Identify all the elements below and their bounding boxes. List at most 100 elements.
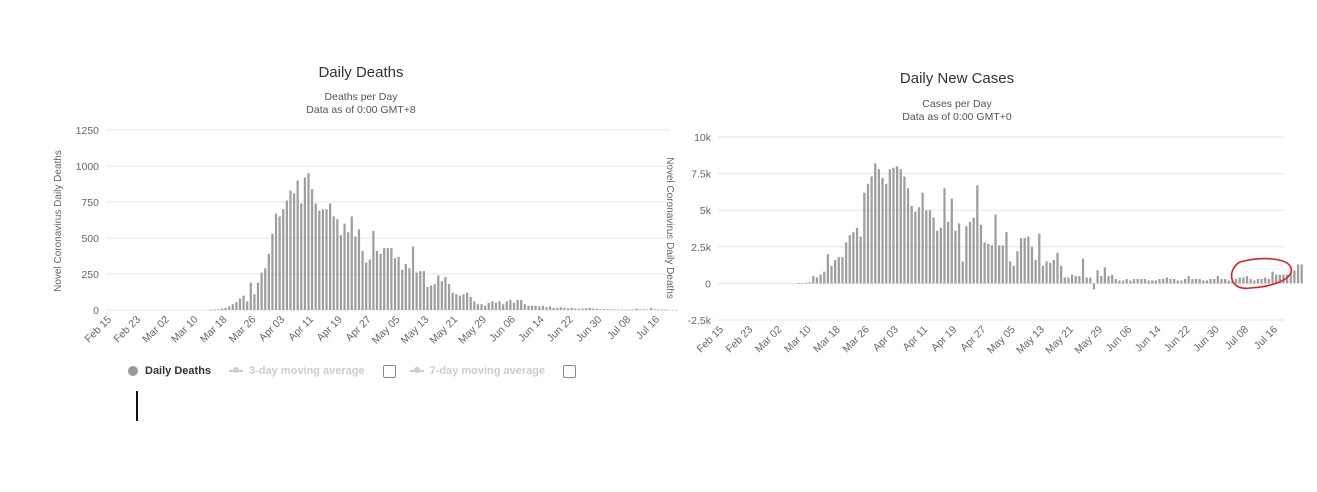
right-bar	[874, 163, 877, 284]
left-bar	[217, 309, 220, 310]
right-x-tick-label: Mar 18	[811, 324, 843, 356]
left-bar	[256, 282, 260, 310]
right-bar	[1034, 259, 1037, 284]
checkbox-7-day-average[interactable]	[563, 364, 577, 378]
left-x-tick-label: Jul 16	[634, 314, 662, 342]
right-bar	[1103, 267, 1107, 284]
right-bar	[888, 169, 891, 284]
right-bar	[1169, 279, 1172, 284]
left-y-tick-label: 250	[81, 269, 99, 281]
right-bar	[1209, 279, 1212, 284]
left-bar	[282, 209, 285, 310]
left-bar	[271, 233, 274, 310]
right-bar	[1180, 280, 1183, 284]
right-bar	[979, 224, 983, 284]
right-bar	[1172, 279, 1176, 284]
legend-3-day-average[interactable]: 3-day moving average	[229, 365, 365, 377]
right-chart-gridlines	[718, 136, 1284, 321]
left-x-tick-label: May 21	[427, 314, 460, 347]
right-bar	[1187, 276, 1190, 284]
left-bar	[660, 309, 663, 311]
left-bar	[480, 304, 483, 310]
right-bar	[1107, 276, 1110, 284]
left-bar	[552, 307, 555, 310]
right-bar	[1165, 277, 1168, 284]
left-bar	[213, 309, 216, 311]
right-bar	[866, 183, 870, 284]
right-bar	[1089, 277, 1092, 284]
right-bar	[936, 230, 939, 284]
left-x-tick-label: May 13	[399, 314, 432, 347]
checkbox-3-day-average[interactable]	[382, 364, 396, 378]
right-bar	[1183, 279, 1187, 284]
left-x-tick-label: Jun 30	[574, 314, 605, 345]
right-bar	[863, 192, 866, 284]
right-bar	[1194, 279, 1198, 284]
legend-7-day-average[interactable]: 7-day moving average	[409, 365, 545, 377]
right-bar	[1202, 280, 1205, 284]
left-bar	[548, 306, 552, 310]
right-bar	[837, 257, 840, 284]
right-bar	[1056, 252, 1059, 284]
right-x-tick-label: Feb 15	[695, 324, 727, 356]
left-bar	[224, 307, 227, 310]
right-bar	[1216, 276, 1219, 284]
right-bar	[1238, 277, 1241, 284]
right-bar	[812, 276, 815, 284]
left-bar	[484, 305, 487, 310]
right-bar	[939, 227, 942, 284]
left-bar	[538, 306, 541, 310]
right-bar	[1158, 279, 1161, 284]
right-bar	[1016, 251, 1019, 284]
left-bar	[642, 309, 645, 311]
right-y-tick-label: 7.5k	[691, 169, 712, 181]
right-bar	[844, 242, 848, 284]
right-bar	[1147, 280, 1150, 284]
left-bar	[329, 203, 332, 310]
text-cursor	[136, 391, 138, 421]
left-bar	[210, 309, 213, 311]
left-x-tick-label: May 29	[456, 314, 489, 347]
right-bar	[885, 183, 888, 284]
left-bar	[393, 258, 397, 310]
left-bar	[505, 301, 508, 310]
right-bar	[1256, 279, 1260, 284]
left-bar	[231, 304, 234, 310]
legend-daily-deaths[interactable]: Daily Deaths	[128, 365, 211, 377]
left-chart-y-ticks: 1250 1000 750 500 250 0	[76, 125, 100, 317]
legend-line-icon	[229, 367, 244, 373]
left-x-tick-label: May 05	[370, 314, 403, 347]
right-bar	[1041, 265, 1045, 284]
left-bar	[289, 190, 292, 310]
legend-label-daily-deaths: Daily Deaths	[145, 365, 212, 377]
left-bar	[566, 308, 570, 310]
left-bar	[466, 292, 469, 310]
right-bar	[804, 282, 808, 284]
left-bar	[379, 253, 382, 310]
right-bar	[976, 185, 979, 284]
right-bar	[925, 210, 928, 284]
left-bar	[357, 229, 361, 310]
left-bar	[397, 256, 400, 310]
right-bar	[1213, 279, 1216, 284]
right-x-tick-label: Mar 10	[782, 324, 814, 356]
right-bar	[1136, 279, 1139, 284]
right-bar	[1205, 280, 1209, 284]
left-bar	[473, 301, 476, 310]
right-bar	[1063, 277, 1066, 284]
left-bar	[606, 309, 609, 310]
right-bar	[928, 210, 932, 284]
left-bar	[534, 305, 537, 310]
left-bar	[476, 304, 480, 310]
right-bar	[1049, 262, 1052, 284]
right-bar	[855, 227, 859, 284]
right-bar	[1224, 279, 1227, 284]
left-bar	[415, 272, 418, 310]
left-x-tick-label: Mar 02	[140, 314, 172, 346]
right-bar	[1129, 280, 1132, 284]
left-bar	[347, 232, 350, 310]
right-x-tick-label: Jun 22	[1162, 324, 1193, 355]
left-bar	[563, 307, 566, 310]
left-bar	[530, 305, 534, 310]
